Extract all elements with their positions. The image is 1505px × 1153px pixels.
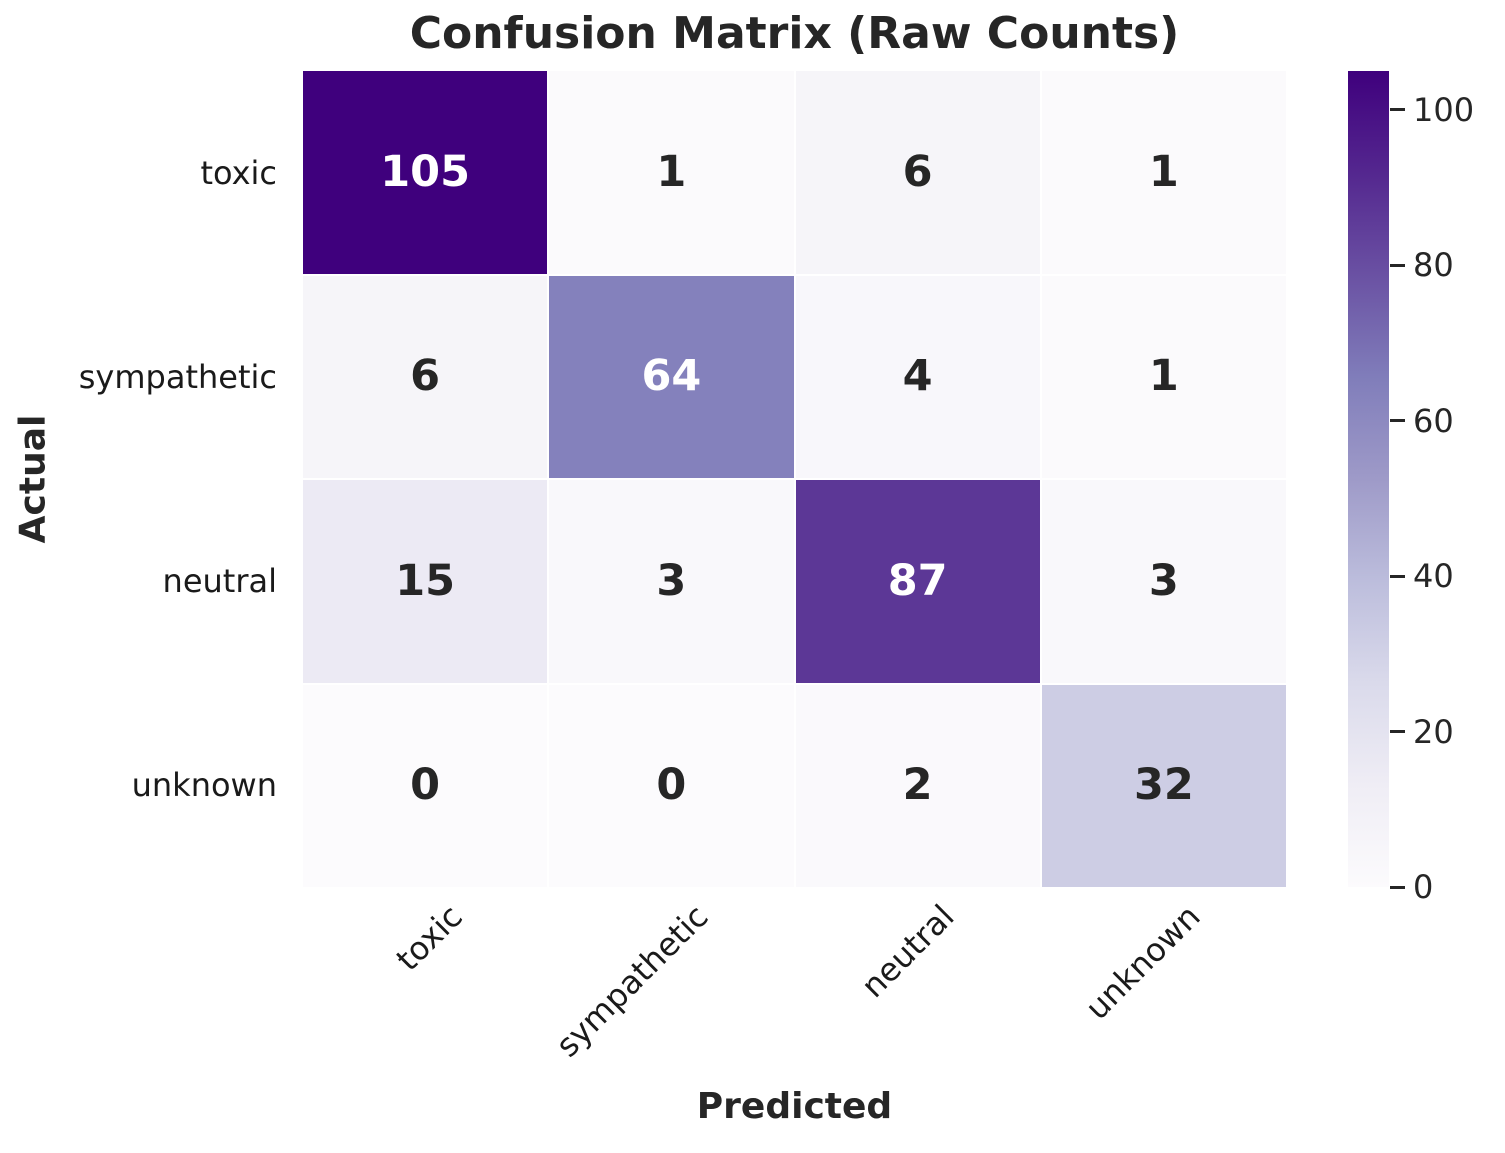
colorbar-tick-mark (1390, 419, 1405, 423)
cell-value: 105 (380, 146, 470, 197)
matrix-cell-sympathetic-toxic: 6 (303, 275, 548, 478)
colorbar-tick-label-60: 60 (1413, 401, 1454, 440)
cell-value: 64 (641, 351, 702, 402)
cell-value: 6 (902, 146, 933, 197)
cell-value: 0 (656, 760, 687, 811)
cell-value: 3 (1148, 555, 1179, 606)
matrix-cell-toxic-sympathetic: 1 (549, 71, 794, 274)
matrix-cell-neutral-neutral: 87 (795, 480, 1040, 683)
cell-value: 32 (1133, 760, 1194, 811)
colorbar-tick-label-20: 20 (1413, 712, 1454, 751)
colorbar-tick-label-0: 0 (1413, 868, 1434, 906)
x-tick-label-toxic: toxic (389, 897, 471, 979)
colorbar-tick-mark (1390, 108, 1405, 112)
chart-title: Confusion Matrix (Raw Counts) (409, 8, 1180, 59)
colorbar (1348, 71, 1389, 887)
y-tick-label-toxic: toxic (200, 154, 277, 192)
colorbar-tick-mark (1390, 730, 1405, 734)
colorbar-tick-mark (1390, 885, 1405, 889)
x-tick-label-sympathetic: sympathetic (548, 897, 716, 1065)
x-tick-label-neutral: neutral (853, 897, 962, 1006)
matrix-cell-unknown-sympathetic: 0 (549, 684, 794, 887)
y-tick-label-neutral: neutral (162, 562, 277, 600)
heatmap-grid: 105 1 6 1 6 64 4 1 15 3 87 3 0 0 2 32 (303, 71, 1286, 887)
matrix-cell-toxic-toxic: 105 (303, 71, 548, 274)
cell-value: 1 (1148, 146, 1179, 197)
x-tick-label-unknown: unknown (1077, 897, 1208, 1027)
matrix-cell-toxic-unknown: 1 (1041, 71, 1286, 274)
y-tick-label-unknown: unknown (131, 766, 277, 804)
matrix-cell-sympathetic-neutral: 4 (795, 275, 1040, 478)
cell-value: 15 (395, 555, 456, 606)
matrix-cell-sympathetic-sympathetic: 64 (549, 275, 794, 478)
y-tick-labels: toxic sympathetic neutral unknown (0, 71, 277, 887)
colorbar-tick-label-100: 100 (1413, 90, 1475, 129)
colorbar-tick-label-40: 40 (1413, 557, 1454, 596)
colorbar-tick-label-80: 80 (1413, 246, 1454, 285)
matrix-cell-neutral-sympathetic: 3 (549, 480, 794, 683)
colorbar-gradient (1348, 71, 1389, 887)
cell-value: 0 (410, 760, 441, 811)
cell-value: 4 (902, 351, 933, 402)
y-tick-label-sympathetic: sympathetic (78, 358, 277, 396)
matrix-cell-toxic-neutral: 6 (795, 71, 1040, 274)
cell-value: 87 (887, 555, 948, 606)
matrix-cell-unknown-unknown: 32 (1041, 684, 1286, 887)
matrix-cell-unknown-toxic: 0 (303, 684, 548, 887)
cell-value: 2 (902, 760, 933, 811)
cell-value: 3 (656, 555, 687, 606)
cell-value: 1 (1148, 351, 1179, 402)
matrix-cell-sympathetic-unknown: 1 (1041, 275, 1286, 478)
x-axis-label: Predicted (696, 1086, 893, 1127)
matrix-cell-neutral-unknown: 3 (1041, 480, 1286, 683)
matrix-cell-neutral-toxic: 15 (303, 480, 548, 683)
matrix-cell-unknown-neutral: 2 (795, 684, 1040, 887)
cell-value: 1 (656, 146, 687, 197)
cell-value: 6 (410, 351, 441, 402)
colorbar-tick-mark (1390, 263, 1405, 267)
colorbar-tick-mark (1390, 574, 1405, 578)
